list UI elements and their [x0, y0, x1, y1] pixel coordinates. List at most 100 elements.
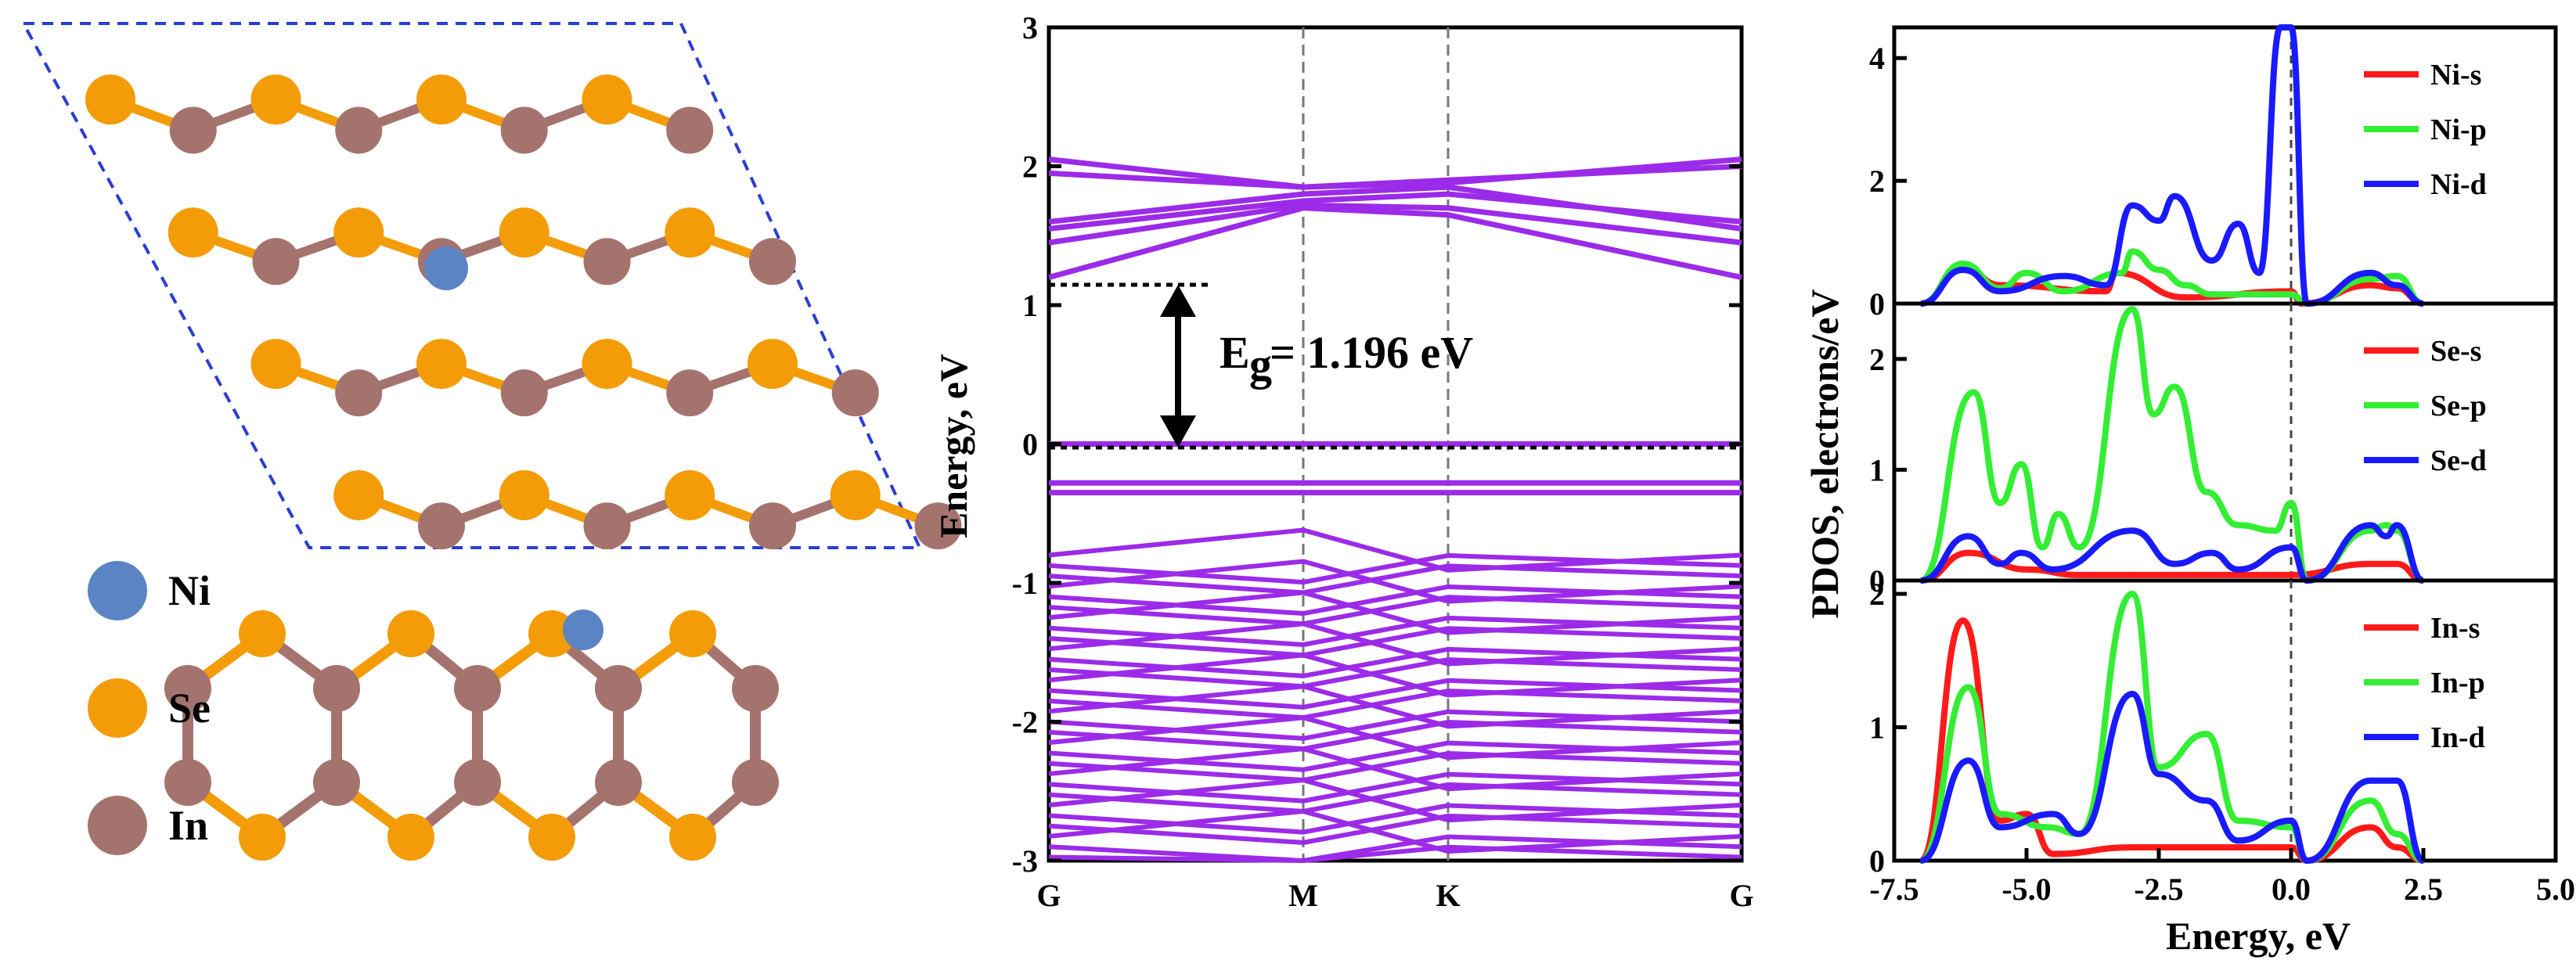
- atom-se: [239, 814, 286, 861]
- band-line: [1048, 844, 1742, 864]
- atom-in: [164, 665, 211, 712]
- atom-in: [914, 502, 962, 550]
- atom-se: [665, 207, 715, 258]
- pdos-x-tick-label: -5.0: [2001, 872, 2051, 907]
- gap-arrow-head-down: [1160, 415, 1196, 448]
- band-line: [1048, 834, 1742, 864]
- atom-in: [732, 759, 779, 806]
- atom-se: [528, 610, 575, 657]
- pdos-curve-se-s: [1920, 549, 2424, 584]
- atom-in: [666, 106, 714, 154]
- pdos-y-tick-label: 2: [1869, 164, 1885, 199]
- pdos-y-tick-label: 1: [1869, 710, 1885, 746]
- atom-se: [665, 469, 715, 520]
- band-y-ticks: -3 -2 -1 0 1 2 3: [1012, 10, 1742, 879]
- pdos-curve-se-d: [1920, 522, 2425, 584]
- legend-atom-ni: [88, 561, 147, 620]
- atom-se: [250, 74, 301, 125]
- band-y-tick-label: 2: [1022, 149, 1038, 185]
- atom-in: [335, 106, 383, 154]
- atom-ni: [424, 246, 468, 290]
- atom-se: [582, 74, 632, 125]
- gap-arrow-head-up: [1160, 285, 1196, 317]
- pdos-y-tick-label: 4: [1869, 41, 1885, 76]
- atom-se: [387, 610, 434, 657]
- atom-in: [335, 369, 383, 417]
- pdos-x-axis-title: Energy, eV: [2166, 914, 2351, 958]
- kpoint-label-k: K: [1436, 878, 1460, 913]
- atom-se: [168, 207, 218, 258]
- pdos-curve-in-d: [1919, 690, 2425, 865]
- atom-in: [454, 665, 501, 712]
- pdos-x-tick-label: -2.5: [2134, 872, 2183, 907]
- atom-se: [499, 207, 549, 258]
- pdos-x-ticks: -7.5 -5.0 -2.5 0.0 2.5 5.0: [1869, 848, 2575, 907]
- atom-se: [669, 610, 716, 657]
- atom-se: [416, 339, 467, 390]
- atom-in: [595, 759, 642, 806]
- atom-se: [387, 814, 434, 861]
- atom-in: [418, 502, 465, 550]
- legend-label-in: In: [168, 802, 208, 849]
- pdos-subplot: 0 2 4 Ni-s Ni-p Ni-d: [1869, 24, 2558, 322]
- band-lines: [1048, 156, 1742, 864]
- structure-legend: Ni Se In: [88, 561, 211, 855]
- legend-label-ni: Ni: [168, 567, 211, 614]
- pdos-x-tick-label: 5.0: [2536, 872, 2575, 907]
- atom-in: [749, 238, 796, 286]
- pdos-legend-label: Ni-d: [2430, 168, 2487, 201]
- atom-se: [416, 74, 467, 125]
- pdos-legend-label: Se-d: [2430, 444, 2487, 477]
- gap-label-value: = 1.196 eV: [1270, 327, 1473, 378]
- legend-atom-se: [88, 678, 147, 738]
- atom-se: [250, 339, 301, 390]
- pdos-legend-label: In-d: [2430, 721, 2485, 754]
- atom-se: [582, 339, 632, 390]
- atom-se: [528, 814, 575, 861]
- atom-se: [333, 469, 384, 520]
- atom-in: [583, 238, 631, 286]
- band-y-tick-label: -1: [1012, 566, 1038, 601]
- pdos-y-tick-label: 0: [1869, 286, 1885, 322]
- kpoint-label-g-start: G: [1036, 878, 1061, 913]
- kpoint-label-g-end: G: [1729, 878, 1753, 913]
- pdos-y-axis-title: PDOS, electrons/eV: [1803, 289, 1846, 618]
- band-structure-chart: -3 -2 -1 0 1 2 3 G M K G Energy, eV E g = 1.19…: [931, 10, 1754, 913]
- top-view-bonds: [108, 95, 940, 530]
- band-y-tick-label: 1: [1022, 288, 1038, 323]
- atom-se: [85, 74, 135, 125]
- band-line: [1048, 184, 1742, 232]
- pdos-legend-label: Se-s: [2430, 335, 2481, 368]
- band-y-tick-label: 0: [1022, 427, 1038, 462]
- pdos-y-tick-label: 2: [1869, 577, 1885, 612]
- band-gap-label: E g = 1.196 eV: [1220, 327, 1473, 390]
- pdos-curve-in-p: [1919, 591, 2424, 865]
- atom-ni: [563, 609, 603, 650]
- atom-se: [333, 207, 384, 258]
- pdos-subplot: 0 1 2 Se-s Se-p Se-d: [1869, 301, 2558, 599]
- atom-in: [595, 665, 642, 712]
- atom-in: [831, 369, 879, 417]
- gap-label-e: E: [1220, 327, 1250, 378]
- pdos-y-tick-label: 0: [1869, 843, 1885, 879]
- band-y-tick-label: 3: [1022, 10, 1038, 45]
- band-line: [1048, 156, 1742, 190]
- band-line: [1048, 202, 1742, 246]
- atom-in: [666, 369, 714, 417]
- atom-in: [583, 502, 631, 550]
- band-line: [1048, 205, 1742, 280]
- gap-label-subscript: g: [1249, 339, 1272, 390]
- atom-in: [500, 106, 548, 154]
- pdos-legend-label: Ni-s: [2430, 59, 2481, 92]
- pdos-subplot: 0 1 2 In-s In-p In-d: [1869, 577, 2558, 879]
- atom-in: [169, 106, 217, 154]
- pdos-y-tick-label: 2: [1869, 342, 1885, 377]
- atom-in: [313, 665, 360, 712]
- pdos-legend-label: In-p: [2430, 667, 2485, 699]
- band-y-axis-title: Energy, eV: [931, 354, 975, 538]
- legend-atom-in: [88, 796, 147, 855]
- pdos-y-tick-label: 0: [1869, 563, 1885, 599]
